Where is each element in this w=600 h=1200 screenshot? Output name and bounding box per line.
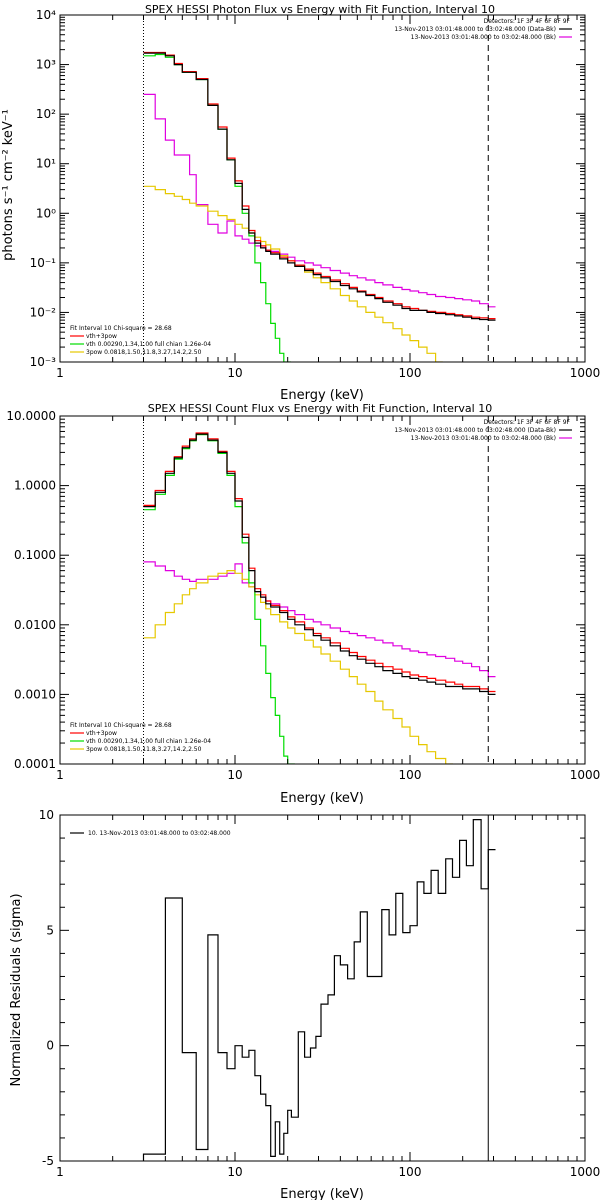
ytick-label: 10⁰ <box>36 206 56 220</box>
xtick-label: 1 <box>56 366 64 380</box>
xtick-label: 100 <box>399 768 422 782</box>
photon-flux-xlabel: Energy (keV) <box>280 388 364 403</box>
legend-vth: vth 0.00290,1.34,1.00 full chian 1.26e-0… <box>86 341 211 348</box>
legend-bk-interval: 13-Nov-2013 03:01:48.000 to 03:02:48.000… <box>411 34 556 41</box>
count-flux-xlabel: Energy (keV) <box>280 791 364 806</box>
series-background <box>143 561 496 678</box>
legend-vth3pow: vth+3pow <box>86 730 117 737</box>
ytick-label: -5 <box>42 1154 54 1168</box>
xtick-label: 1000 <box>570 1165 600 1179</box>
residuals-panel: Normalized Residuals (sigma) Energy (keV… <box>9 808 600 1200</box>
series-data <box>143 52 496 321</box>
xtick-label: 10 <box>227 768 242 782</box>
series-background <box>143 93 496 308</box>
ytick-label: 10⁴ <box>36 8 56 22</box>
ytick-label: 1.0000 <box>14 479 56 493</box>
plot-frame <box>59 14 586 363</box>
ytick-label: 10 <box>39 808 54 822</box>
ytick-label: 10⁻² <box>30 305 57 319</box>
legend-3pow: 3pow 0.0818,1.50,11.8,3.27,14.2,2.50 <box>86 349 202 356</box>
series-nonthermal <box>143 570 453 764</box>
series-thermal <box>143 434 295 764</box>
residuals-ylabel: Normalized Residuals (sigma) <box>9 893 24 1086</box>
legend-data-interval: 13-Nov-2013 03:01:48.000 to 03:02:48.000… <box>394 26 556 33</box>
xtick-label: 100 <box>399 366 422 380</box>
ytick-label: 10⁻¹ <box>30 256 57 270</box>
series-thermal <box>143 53 291 362</box>
count-flux-legend-bl: Fit Interval 10 Chi-square = 28.68 vth+3… <box>70 722 211 753</box>
residuals-xlabel: Energy (keV) <box>280 1187 364 1200</box>
xtick-label: 10 <box>227 1165 242 1179</box>
photon-flux-panel: SPEX HESSI Photon Flux vs Energy with Fi… <box>1 3 600 403</box>
count-flux-title: SPEX HESSI Count Flux vs Energy with Fit… <box>148 402 492 415</box>
xtick-label: 1 <box>56 1165 64 1179</box>
count-flux-legend-tr: Detectors: 1F 3F 4F 6F 8F 9F 13-Nov-2013… <box>394 419 570 442</box>
residuals-legend: 10. 13-Nov-2013 03:01:48.000 to 03:02:48… <box>88 830 231 837</box>
legend-data-interval: 13-Nov-2013 03:01:48.000 to 03:02:48.000… <box>394 427 556 434</box>
photon-flux-legend-bl: Fit Interval 10 Chi-square = 28.68 vth+3… <box>70 325 211 356</box>
xtick-label: 1 <box>56 768 64 782</box>
legend-detectors: Detectors: 1F 3F 4F 6F 8F 9F <box>484 18 571 25</box>
ytick-label: 0.1000 <box>14 548 56 562</box>
ytick-label: 10.0000 <box>6 409 56 423</box>
legend-vth: vth 0.00290,1.34,1.00 full chian 1.26e-0… <box>86 738 211 745</box>
plot-frame <box>59 814 586 1162</box>
legend-vth3pow: vth+3pow <box>86 333 117 340</box>
ytick-label: 0.0010 <box>14 687 56 701</box>
ytick-label: 10³ <box>36 58 56 72</box>
photon-flux-legend-tr: Detectors: 1F 3F 4F 6F 8F 9F 13-Nov-2013… <box>394 18 570 41</box>
series-data <box>143 433 496 695</box>
ytick-label: 0.0100 <box>14 618 56 632</box>
xtick-label: 1000 <box>570 366 600 380</box>
legend-fit-interval: Fit Interval 10 Chi-square = 28.68 <box>70 325 172 332</box>
xtick-label: 10 <box>227 366 242 380</box>
series-nonthermal <box>143 185 443 362</box>
series-total <box>143 432 496 693</box>
plot-frame <box>59 415 586 765</box>
series-residual <box>142 819 496 1161</box>
legend-bk-interval: 13-Nov-2013 03:01:48.000 to 03:02:48.000… <box>411 435 556 442</box>
ytick-label: 0.0001 <box>14 757 56 771</box>
legend-fit-interval: Fit Interval 10 Chi-square = 28.68 <box>70 722 172 729</box>
photon-flux-ylabel: photons s⁻¹ cm⁻² keV⁻¹ <box>1 109 16 261</box>
ytick-label: 10¹ <box>36 157 56 171</box>
xtick-label: 100 <box>399 1165 422 1179</box>
count-flux-panel: SPEX HESSI Count Flux vs Energy with Fit… <box>6 402 600 806</box>
ytick-label: 10⁻³ <box>30 355 57 369</box>
ytick-label: 0 <box>46 1039 54 1053</box>
legend-detectors: Detectors: 1F 3F 4F 6F 8F 9F <box>484 419 571 426</box>
ytick-label: 5 <box>46 923 54 937</box>
ytick-label: 10² <box>36 107 56 121</box>
photon-flux-title: SPEX HESSI Photon Flux vs Energy with Fi… <box>145 3 495 16</box>
xtick-label: 1000 <box>570 768 600 782</box>
